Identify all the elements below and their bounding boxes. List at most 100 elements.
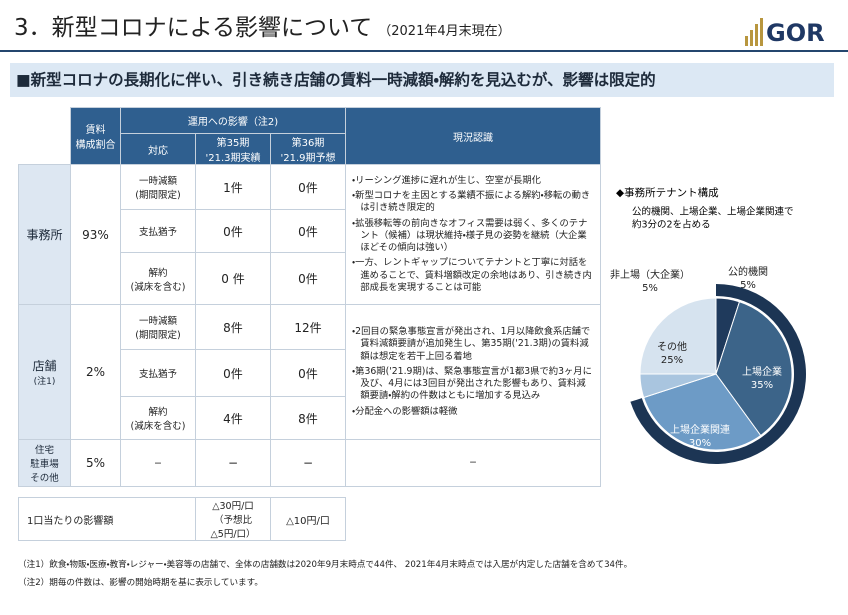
period-35: −	[195, 439, 271, 487]
status-item: ・拡張移転等の前向きなオフィス需要は弱く、多くのテナント（候補）は現状維持・様子…	[352, 217, 588, 254]
action: 一時減額 (期間限定)	[120, 164, 196, 210]
text-line: 一時減額	[138, 316, 177, 327]
text-line: 第36期	[291, 138, 325, 149]
body-row: 支払猶予 0件 0件	[19, 349, 601, 397]
text-line: 解約	[148, 267, 168, 279]
text-line: '21.3期実績	[205, 153, 261, 164]
group-name: 住宅 駐車場 その他	[18, 439, 71, 487]
status-item: ・リーシング進捗に遅れが生じ、空室が長期化	[352, 174, 541, 186]
slice-name: 公的機関	[728, 265, 768, 278]
logo: GOR	[745, 18, 825, 47]
text-line: 支払猶予	[138, 227, 177, 238]
banner: ■新型コロナの長期化に伴い、引き続き店舗の賃料一時減額・解約を見込むが、影響は限…	[10, 63, 834, 97]
text-line: 一時減額	[138, 176, 177, 187]
label: 1口当たりの影響額	[18, 497, 196, 541]
slice-name: その他	[657, 340, 687, 353]
text-line: 第35期	[216, 138, 250, 149]
pie-slice	[715, 301, 793, 437]
body-row: 解約 (減床を含む) 4件 8件	[19, 396, 601, 440]
chart-subtitle: 公的機関、上場企業、上場企業関連で	[632, 206, 794, 218]
header-cell: 現況認識	[345, 107, 601, 165]
slice-name: 上場企業	[742, 365, 782, 378]
header-cell: 賃料 構成割合	[70, 107, 121, 165]
slice-value: 5%	[642, 283, 658, 294]
slice-name: 非上場（大企業）	[610, 268, 690, 281]
text-line: (減床を含む)	[130, 281, 186, 293]
period-36: 0件	[270, 209, 346, 253]
header-cell: 第35期 '21.3期実績	[195, 133, 271, 165]
period-35: 0件	[195, 209, 271, 253]
logo-text: GOR	[766, 19, 825, 47]
action: −	[120, 439, 196, 487]
text-line: 解約	[148, 407, 168, 418]
impact-table: 賃料 構成割合 運用への影響（注2) 現況認識 対応 第35期 '21.3期実績 第36期 '2…	[18, 107, 601, 487]
text-line: 住宅	[34, 445, 54, 456]
chart-title: ◆事務所テナント構成	[616, 186, 719, 199]
text-line: '21.9期予想	[280, 153, 336, 164]
period-36: 0件	[270, 164, 346, 210]
slice-name: 上場企業関連	[670, 423, 730, 436]
pie-slice	[639, 297, 717, 375]
period-35: 0 件	[195, 252, 271, 305]
slice-value: 25%	[661, 355, 683, 366]
status-item: ・一方、レントギャップについてテナントと丁寧に対話を進めることで、賃料増額改定の…	[352, 257, 592, 293]
slice-value: 30%	[689, 438, 711, 449]
text-line: (期間限定)	[135, 330, 181, 341]
status: ・2回目の緊急事態宣言が発出され、1月以降飲食系店舗で賃料減額要請が追加発生し、…	[345, 304, 601, 440]
title-note: （2021年4月末現在）	[378, 24, 511, 39]
body-row: 住宅 駐車場 その他 5% − − − −	[18, 439, 601, 487]
text-line: △30円/口	[212, 501, 254, 512]
action: 一時減額 (期間限定)	[120, 304, 196, 350]
text-line: 賃料	[85, 125, 106, 136]
text-line: (注1)	[33, 377, 56, 387]
chart-subtitle: 約3分の2を占める	[632, 219, 711, 231]
header-row: 賃料構成割合 運用への影響（注2) 現況認識	[18, 107, 601, 165]
header-row: 対応 第35期 '21.3期実績 第36期 '21.9期予想	[19, 133, 601, 165]
period-35: 8件	[195, 304, 271, 350]
footnotes: （注1）飲食・物販・医療・教育・レジャー・美容等の店舗で、全体の店舗数は2020…	[18, 556, 632, 592]
period-35: 4件	[195, 396, 271, 440]
header-cell: 第36期 '21.9期予想	[270, 133, 346, 165]
per-unit-table: 1口当たりの影響額 △30円/口 （予想比 △5円/口） △10円/口	[18, 497, 346, 541]
text-line: 事務所	[26, 228, 63, 242]
period-35: 1件	[195, 164, 271, 210]
text-line: △5円/口）	[210, 529, 256, 540]
footnote: （注2）期毎の件数は、影響の開始時期を基に表示しています。	[18, 578, 263, 588]
status-item: ・2回目の緊急事態宣言が発出され、1月以降飲食系店舗で賃料減額要請が追加発生し、…	[352, 326, 591, 362]
period-35: △30円/口 （予想比 △5円/口）	[195, 497, 271, 541]
slice-value: 5%	[740, 280, 756, 291]
action: 支払猶予	[120, 349, 196, 397]
header-cell: 対応	[120, 133, 196, 165]
body-row: 店舗 (注1) 2% 一時減額 (期間限定) 8件 12件 ・2回目の緊急事態宣言が発出され、…	[18, 304, 601, 440]
period-36: 0件	[270, 252, 346, 305]
text-line: その他	[30, 473, 59, 484]
action: 解約 (減床を含む)	[120, 396, 196, 440]
body-row: 事務所 93% 一時減額 (期間限定) 1件 0件 ・リーシング進捗に遅れが生じ、空室が長期…	[18, 164, 601, 305]
status: −	[345, 439, 601, 487]
share: 5%	[70, 439, 121, 487]
status-item: ・新型コロナを主因とする業績不振による解約・移転の動きは引き続き限定的	[352, 190, 591, 214]
share: 93%	[70, 164, 121, 305]
text-line: −	[154, 457, 162, 469]
status: ・リーシング進捗に遅れが生じ、空室が長期化・新型コロナを主因とする業績不振による…	[345, 164, 601, 305]
header-cell: 運用への影響（注2)	[120, 107, 346, 134]
status-item: ・第36期('21.9期)は、緊急事態宣言が1都3県で約3ヶ月に及び、4月には3…	[352, 365, 592, 402]
text-line: 構成割合	[75, 140, 116, 151]
pie-chart: ◆事務所テナント構成公的機関、上場企業、上場企業関連で約3分の2を占める公的機関…	[610, 186, 806, 465]
footnote: （注1）飲食・物販・医療・教育・レジャー・美容等の店舗で、全体の店舗数は2020…	[18, 560, 633, 570]
pie-slice	[643, 373, 762, 451]
period-35: 0件	[195, 349, 271, 397]
body-row: 1口当たりの影響額 △30円/口 （予想比 △5円/口） △10円/口	[18, 497, 346, 541]
text-line: 支払猶予	[138, 369, 177, 380]
action: 支払猶予	[120, 209, 196, 253]
period-36: 12件	[270, 304, 346, 350]
title-rule	[0, 50, 848, 52]
body-row: 解約 (減床を含む) 0 件 0件	[19, 252, 601, 305]
title: 3．新型コロナによる影響について （2021年4月末現在）	[14, 8, 511, 42]
period-36: △10円/口	[270, 497, 346, 541]
status-item: −	[469, 456, 477, 468]
title-text: 3．新型コロナによる影響について	[14, 15, 373, 41]
status-item: ・分配金への影響額は軽微	[352, 405, 458, 417]
period-36: −	[270, 439, 346, 487]
